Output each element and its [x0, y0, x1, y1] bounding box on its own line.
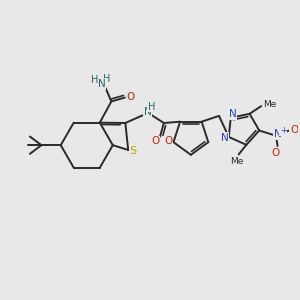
Text: O: O [164, 136, 173, 146]
Text: Me: Me [230, 157, 243, 166]
Text: H: H [103, 74, 110, 84]
Text: N: N [274, 129, 281, 140]
Text: ⁻: ⁻ [298, 121, 300, 130]
Text: O: O [151, 136, 159, 146]
Text: +: + [280, 126, 287, 135]
Text: O: O [272, 148, 280, 158]
Text: O: O [291, 124, 299, 134]
Text: S: S [130, 146, 136, 156]
Text: N: N [98, 79, 106, 89]
Text: H: H [148, 102, 155, 112]
Text: N: N [221, 133, 229, 143]
Text: H: H [91, 75, 99, 85]
Text: O: O [127, 92, 135, 102]
Text: N: N [229, 109, 237, 119]
Text: Me: Me [263, 100, 277, 109]
Text: N: N [144, 107, 152, 117]
